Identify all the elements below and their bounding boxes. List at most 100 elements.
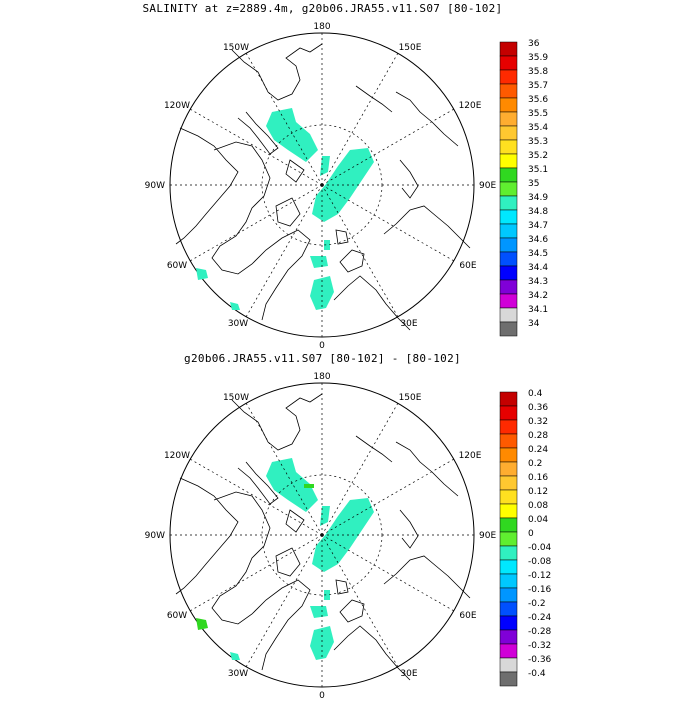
colorbar-tick-label: 0.04 [528,515,548,525]
colorbar-tick-label: 34.5 [528,249,548,259]
lon-label-lower-right: 60E [459,611,476,621]
lon-label-bottom-left: 30W [228,669,248,679]
colorbar-tick-label: 34.7 [528,221,548,231]
colorbar-tick-label: 34.2 [528,291,548,301]
field-patch-atlantic [230,302,240,310]
field-patch-nordic [310,626,334,660]
colorbar-tick-label: 0.36 [528,403,548,413]
field-patch-labrador [196,618,208,630]
difference-map-panel: g20b06.JRA55.v11.S07 [80-102] - [80-102] [0,350,700,701]
field-patch-canada-basin [266,108,318,162]
colorbar-swatch [499,601,518,617]
colorbar-tick-label: 34.1 [528,305,548,315]
field-patch-canada-basin [266,458,318,512]
coastlines [175,393,471,681]
field-patch-strait [324,240,330,250]
colorbar-swatch [499,391,518,407]
colorbar-tick-label: 34.4 [528,263,548,273]
polar-map-svg: 180 0 90W 90E 150W 150E 120W 120E 60W 60… [145,22,549,351]
colorbar-tick-label: 34.3 [528,277,548,287]
colorbar-tick-label: 35.5 [528,109,548,119]
lon-label-mid-right: 120E [459,451,482,461]
colorbar-tick-label: 35.3 [528,137,548,147]
colorbar-tick-label: 0.08 [528,501,548,511]
colorbar-swatch [499,41,518,57]
field-patch-fram [310,606,328,618]
field-patch-strait [324,590,330,600]
colorbar-tick-label: -0.28 [528,627,552,637]
lon-label-lower-left: 60W [167,611,187,621]
colorbar: 0.4 0.36 0.32 0.28 0.24 0.2 0.16 0.12 0.08 0.04 0 -… [499,389,552,687]
colorbar-tick-label: 0.24 [528,445,548,455]
colorbar-tick-label: 35 [528,179,539,189]
polar-map-svg: 180 0 90W 90E 150W 150E 120W 120E 60W 60… [145,372,552,701]
colorbar-tick-label: 34 [528,319,540,329]
colorbar-swatch [499,153,518,169]
colorbar-tick-label: -0.32 [528,641,551,651]
colorbar-swatch [499,447,518,463]
lon-label-right: 90E [479,181,496,191]
field-patch-fram [310,256,328,268]
colorbar-swatch [499,139,518,155]
colorbar-tick-label: -0.36 [528,655,552,665]
colorbar-swatch [499,615,518,631]
colorbar-swatch [499,405,518,421]
colorbar-tick-label: 0.28 [528,431,548,441]
colorbar-swatch [499,97,518,113]
colorbar-swatch [499,643,518,659]
lon-label-bottom-left: 30W [228,319,248,329]
salinity-map-panel: SALINITY at z=2889.4m, g20b06.JRA55.v11.… [0,0,700,351]
colorbar-swatch [499,461,518,477]
colorbar-tick-label: -0.16 [528,585,552,595]
map-title: SALINITY at z=2889.4m, g20b06.JRA55.v11.… [142,2,503,15]
colorbar-swatch [499,83,518,99]
lon-label-bottom: 0 [319,341,325,350]
field-patch-labrador [196,268,208,280]
colorbar-tick-label: 35.2 [528,151,548,161]
colorbar-tick-label: 0.32 [528,417,548,427]
colorbar-swatch [499,503,518,519]
lon-label-bottom-right: 30E [400,319,417,329]
colorbar-tick-label: 0.16 [528,473,548,483]
map-title: g20b06.JRA55.v11.S07 [80-102] - [80-102] [184,352,461,365]
colorbar-swatch [499,237,518,253]
lon-label-upper-left: 150W [223,393,249,403]
positive-field [196,484,314,630]
field-patch-small [320,156,330,176]
lon-label-mid-left: 120W [164,101,190,111]
lon-label-upper-left: 150W [223,43,249,53]
colorbar-swatch [499,223,518,239]
colorbar-tick-label: -0.24 [528,613,552,623]
colorbar-tick-label: -0.08 [528,557,552,567]
lon-label-lower-left: 60W [167,261,187,271]
graticule [170,33,474,337]
colorbar-tick-label: 34.9 [528,193,548,203]
colorbar-swatch [499,181,518,197]
colorbar-swatch [499,55,518,71]
lon-label-bottom: 0 [319,691,325,700]
colorbar-swatch [499,125,518,141]
lon-label-mid-left: 120W [164,451,190,461]
colorbar-swatch [499,419,518,435]
lon-label-left: 90W [145,181,165,191]
colorbar-tick-label: 35.6 [528,95,548,105]
colorbar-tick-label: -0.12 [528,571,551,581]
colorbar-tick-label: 35.7 [528,81,548,91]
colorbar-swatch [499,629,518,645]
colorbar-tick-label: 34.8 [528,207,548,217]
field-patch-atlantic [230,652,240,660]
colorbar-tick-label: 35.8 [528,67,548,77]
colorbar-swatch [499,195,518,211]
lon-label-right: 90E [479,531,496,541]
colorbar-swatch [499,251,518,267]
colorbar-tick-label: 0.12 [528,487,548,497]
colorbar-tick-label: -0.4 [528,669,546,679]
colorbar: 36 35.9 35.8 35.7 35.6 35.5 35.4 35.3 35.2 35.1 35… [499,39,548,337]
lon-label-bottom-right: 30E [400,669,417,679]
colorbar-tick-label: -0.2 [528,599,546,609]
colorbar-swatch [499,517,518,533]
lon-label-upper-right: 150E [399,393,422,403]
lon-label-mid-right: 120E [459,101,482,111]
colorbar-tick-label: 35.9 [528,53,548,63]
colorbar-swatch [499,307,518,323]
